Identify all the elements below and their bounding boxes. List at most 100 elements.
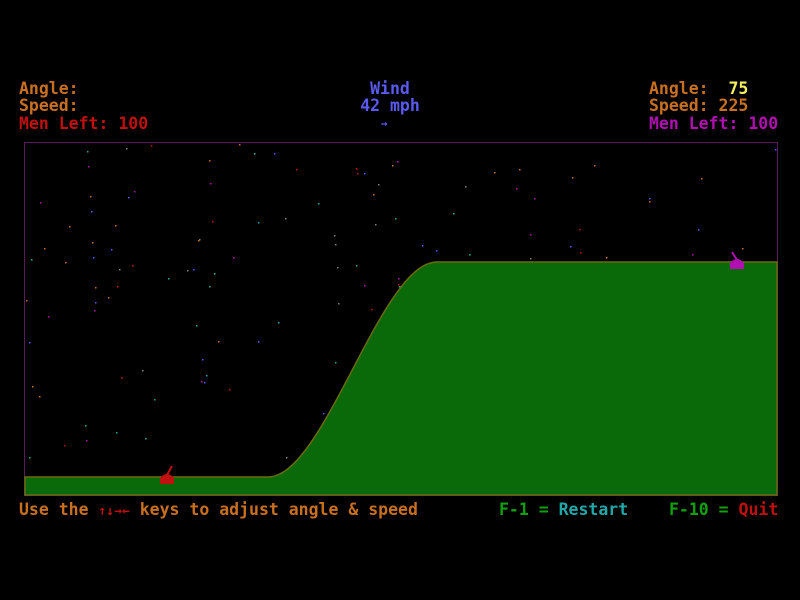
- player1-men-left: Men Left: 100: [19, 115, 148, 133]
- star: [65, 262, 67, 264]
- terrain-hill: [24, 261, 778, 496]
- men-left-value: 100: [748, 114, 779, 133]
- speed-label: Speed:: [19, 96, 79, 115]
- star: [375, 224, 377, 226]
- restart-button[interactable]: F-1 = Restart: [499, 501, 628, 519]
- star: [395, 218, 397, 220]
- star: [296, 169, 298, 171]
- star: [142, 370, 144, 372]
- star: [378, 184, 380, 186]
- star: [742, 248, 744, 250]
- star: [397, 161, 399, 163]
- men-left-label: Men Left:: [649, 114, 739, 133]
- star: [594, 165, 596, 167]
- star: [580, 252, 582, 254]
- star: [198, 240, 200, 242]
- star: [117, 286, 119, 288]
- star: [323, 413, 325, 415]
- star: [39, 396, 41, 398]
- star: [121, 377, 123, 379]
- star: [278, 322, 280, 324]
- star: [26, 300, 28, 302]
- angle-label: Angle:: [649, 79, 709, 98]
- star: [86, 440, 88, 442]
- star: [212, 221, 214, 223]
- star: [258, 341, 260, 343]
- star: [134, 191, 136, 193]
- star: [94, 310, 96, 312]
- star: [285, 218, 287, 220]
- star: [698, 229, 700, 231]
- star: [88, 166, 90, 168]
- star: [210, 183, 212, 185]
- star: [530, 234, 532, 236]
- instructions-text-2: keys to adjust angle & speed: [139, 500, 418, 519]
- star: [90, 196, 92, 198]
- quit-button[interactable]: F-10 = Quit: [669, 501, 778, 519]
- star: [649, 201, 651, 203]
- star: [239, 144, 241, 146]
- star: [399, 286, 401, 288]
- quit-label: Quit: [738, 500, 779, 519]
- player2-speed: Speed: 225: [649, 97, 748, 115]
- instructions-text: Use the: [19, 500, 89, 519]
- instructions: Use the ↑↓→← keys to adjust angle & spee…: [19, 501, 418, 521]
- star: [32, 386, 34, 388]
- star: [534, 198, 536, 200]
- star: [209, 286, 211, 288]
- star: [371, 309, 373, 311]
- star: [40, 202, 42, 204]
- star: [116, 432, 118, 434]
- star: [334, 235, 336, 237]
- star: [516, 188, 518, 190]
- star: [338, 303, 340, 305]
- star: [775, 149, 777, 151]
- player2-men-left: Men Left: 100: [649, 115, 778, 133]
- star: [392, 165, 394, 167]
- star: [530, 258, 532, 260]
- star: [193, 269, 195, 271]
- star: [579, 229, 581, 231]
- star: [422, 245, 424, 247]
- star: [218, 341, 220, 343]
- star: [202, 359, 204, 361]
- star: [201, 381, 203, 383]
- star: [29, 342, 31, 344]
- star: [398, 284, 400, 286]
- star: [701, 178, 703, 180]
- star: [254, 153, 256, 155]
- star: [206, 375, 208, 377]
- star: [465, 186, 467, 188]
- star: [606, 257, 608, 259]
- player1-cannon: [160, 465, 174, 484]
- star: [115, 225, 117, 227]
- star: [335, 362, 337, 364]
- star: [132, 265, 134, 267]
- star: [196, 325, 198, 327]
- player2-cannon: [730, 251, 744, 269]
- star: [572, 177, 574, 179]
- star: [93, 257, 95, 259]
- star: [204, 382, 206, 384]
- star: [69, 226, 71, 228]
- star: [111, 249, 113, 251]
- star: [168, 278, 170, 280]
- restart-key: F-1 =: [499, 500, 549, 519]
- arrow-keys-icon: ↑↓→←: [98, 504, 130, 519]
- star: [335, 244, 337, 246]
- star: [519, 169, 521, 171]
- star: [199, 239, 201, 241]
- star: [214, 273, 216, 275]
- player2-angle: Angle: 75: [649, 80, 748, 98]
- star: [436, 250, 438, 252]
- star: [151, 145, 153, 147]
- star: [286, 457, 288, 459]
- men-left-label: Men Left:: [19, 114, 109, 133]
- star: [357, 173, 359, 175]
- star: [398, 278, 400, 280]
- angle-label: Angle:: [19, 79, 79, 98]
- player1-speed: Speed:: [19, 97, 89, 115]
- angle-value: 75: [728, 79, 749, 98]
- star: [92, 242, 94, 244]
